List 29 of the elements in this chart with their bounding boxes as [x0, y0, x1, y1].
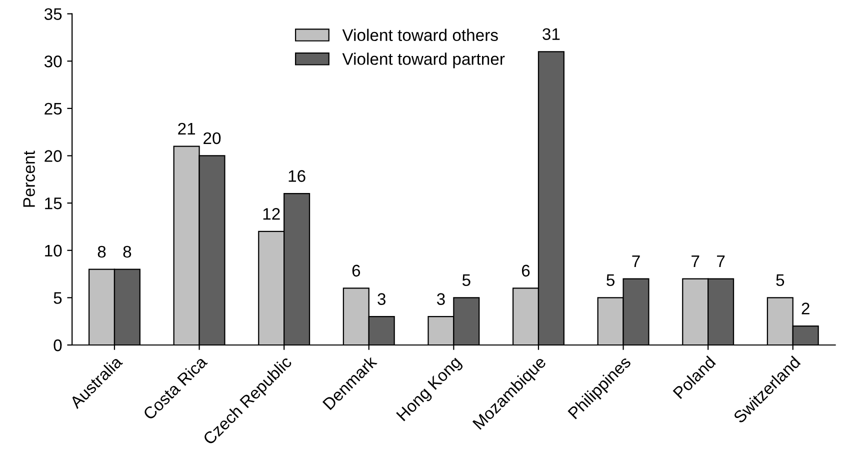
data-label: 21	[178, 122, 196, 134]
data-label: 7	[717, 256, 725, 267]
legend-label: Violent toward others	[342, 28, 498, 42]
data-label: 5	[776, 274, 784, 286]
legend-label: Violent toward partner	[342, 52, 505, 68]
data-label: 3	[436, 293, 445, 305]
y-tick-label: 5	[54, 292, 62, 304]
data-label: 7	[692, 256, 700, 267]
data-label: 8	[98, 246, 106, 258]
data-label: 16	[288, 170, 306, 182]
y-tick-label: 30	[44, 56, 62, 68]
y-tick-label: 25	[44, 102, 62, 115]
y-tick-label: 35	[44, 8, 62, 20]
y-tick-label: 10	[45, 244, 62, 257]
data-label: 5	[606, 274, 614, 286]
y-tick-label: 15	[45, 198, 62, 210]
data-label: 3	[378, 293, 386, 305]
data-label: 12	[263, 208, 280, 220]
data-label: 5	[462, 274, 470, 286]
data-label: 20	[204, 132, 221, 144]
data-label: 6	[522, 264, 530, 277]
y-tick-label: 20	[44, 150, 62, 162]
data-label: 6	[352, 264, 360, 277]
y-tick-label: 0	[54, 339, 62, 352]
data-label: 7	[632, 256, 640, 267]
y-axis-title: Percent	[23, 150, 35, 207]
data-label: 2	[802, 302, 810, 314]
data-label: 8	[123, 246, 132, 258]
data-label: 31	[542, 28, 560, 40]
